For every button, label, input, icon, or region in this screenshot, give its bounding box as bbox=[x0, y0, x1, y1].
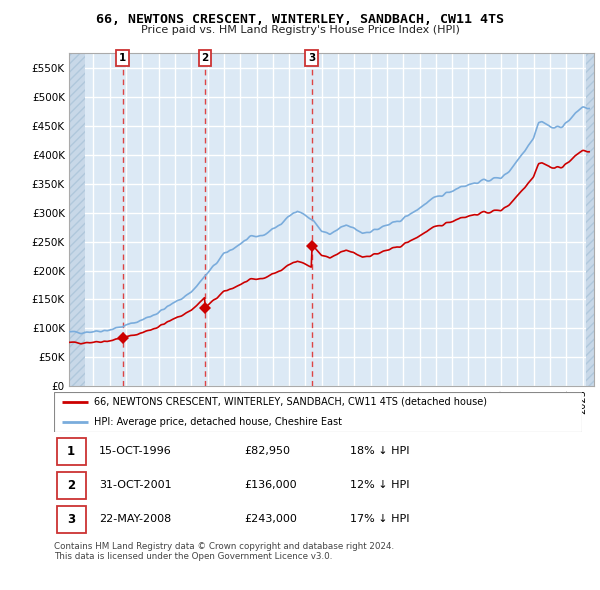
FancyBboxPatch shape bbox=[56, 506, 86, 533]
Text: 22-MAY-2008: 22-MAY-2008 bbox=[99, 514, 171, 525]
Text: 18% ↓ HPI: 18% ↓ HPI bbox=[350, 446, 409, 456]
FancyBboxPatch shape bbox=[56, 472, 86, 499]
Text: 12% ↓ HPI: 12% ↓ HPI bbox=[350, 480, 409, 490]
Text: 2: 2 bbox=[67, 478, 75, 492]
Text: £82,950: £82,950 bbox=[244, 446, 290, 456]
Text: HPI: Average price, detached house, Cheshire East: HPI: Average price, detached house, Ches… bbox=[94, 417, 341, 427]
Text: 3: 3 bbox=[308, 53, 315, 63]
FancyBboxPatch shape bbox=[56, 438, 86, 465]
Text: 31-OCT-2001: 31-OCT-2001 bbox=[99, 480, 172, 490]
Text: 1: 1 bbox=[67, 445, 75, 458]
Text: 15-OCT-1996: 15-OCT-1996 bbox=[99, 446, 172, 456]
Text: Contains HM Land Registry data © Crown copyright and database right 2024.
This d: Contains HM Land Registry data © Crown c… bbox=[54, 542, 394, 561]
Text: £243,000: £243,000 bbox=[244, 514, 297, 525]
Text: 66, NEWTONS CRESCENT, WINTERLEY, SANDBACH, CW11 4TS: 66, NEWTONS CRESCENT, WINTERLEY, SANDBAC… bbox=[96, 13, 504, 26]
Text: 2: 2 bbox=[201, 53, 208, 63]
Bar bbox=[69, 53, 85, 386]
Text: 66, NEWTONS CRESCENT, WINTERLEY, SANDBACH, CW11 4TS (detached house): 66, NEWTONS CRESCENT, WINTERLEY, SANDBAC… bbox=[94, 397, 487, 407]
Text: 17% ↓ HPI: 17% ↓ HPI bbox=[350, 514, 409, 525]
Text: 3: 3 bbox=[67, 513, 75, 526]
Text: Price paid vs. HM Land Registry's House Price Index (HPI): Price paid vs. HM Land Registry's House … bbox=[140, 25, 460, 35]
Text: 1: 1 bbox=[119, 53, 126, 63]
Text: £136,000: £136,000 bbox=[244, 480, 297, 490]
Bar bbox=[586, 53, 594, 386]
